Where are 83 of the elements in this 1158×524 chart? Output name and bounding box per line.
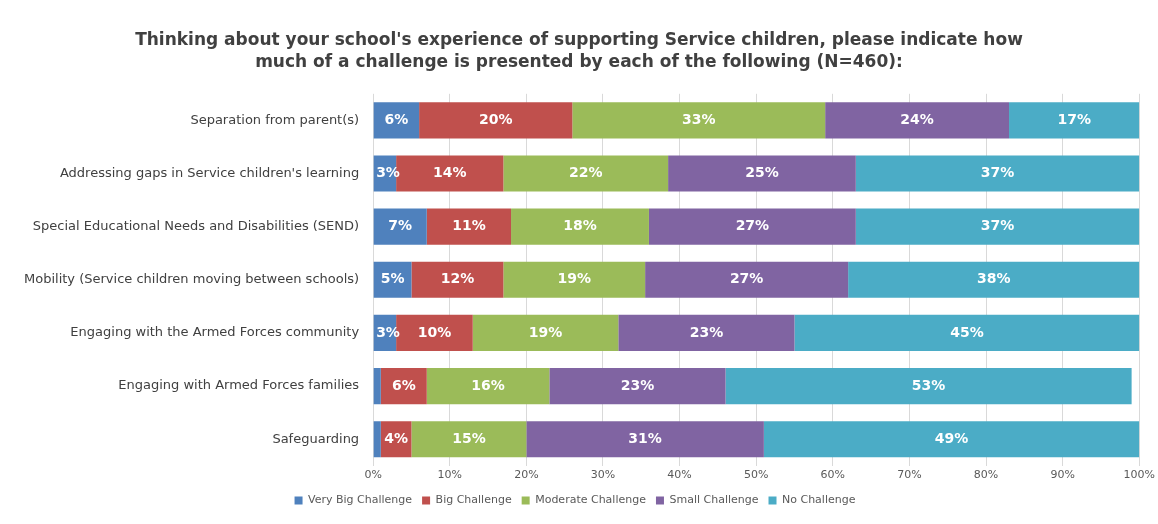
data-label: 37% [980,164,1015,181]
data-label: 12% [440,270,475,287]
bar [373,421,381,458]
bar [855,155,1140,192]
data-label: 4% [384,429,409,446]
bar [503,261,646,298]
chart-title: Thinking about your school's experience of supporting Service children, please indicate how much of a challenge is presented by each of the following (N=460): [134,28,1024,72]
bar [668,155,856,192]
x-tick-label: 10% [437,468,462,482]
bar [526,421,764,458]
bar [794,314,1140,352]
bar [511,208,649,245]
x-tick-label: 40% [667,468,692,482]
bar [373,208,427,245]
data-label: 19% [528,323,563,340]
bar [426,368,550,405]
legend-label: Very Big Challenge [308,493,413,507]
data-label: 17% [1057,111,1091,128]
bar [618,314,795,352]
y-tick-label: Safeguarding [272,430,360,446]
bar [725,368,1132,405]
bar [848,261,1140,298]
x-tick-label: 30% [590,468,616,482]
data-label: 18% [563,217,597,234]
x-tick-label: 60% [820,468,846,482]
bar [549,368,726,405]
data-label: 23% [689,323,724,340]
data-label: 20% [478,111,513,128]
data-label: 19% [557,270,592,287]
bar [645,261,849,298]
data-label: 23% [620,376,655,393]
data-label: 53% [911,376,946,393]
data-label: 25% [745,164,779,181]
y-tick-label: Engaging with the Armed Forces community [70,324,360,340]
bar [763,421,1140,458]
data-label: 14% [432,164,467,181]
data-label: 6% [384,111,409,128]
bar [426,208,512,245]
bar [373,368,381,405]
data-label: 31% [628,429,662,446]
bar [1009,102,1140,139]
legend-label: No Challenge [782,493,856,507]
bar [411,421,527,458]
y-tick-label: Mobility (Service children moving between schools) [24,271,360,287]
x-tick-label: 0% [364,468,382,482]
bar [648,208,856,245]
data-label: 15% [452,429,486,446]
bar [855,208,1140,245]
data-label: 7% [388,217,413,234]
x-tick-label: 50% [743,468,769,482]
data-label: 49% [934,429,969,446]
data-label: 37% [980,217,1015,234]
data-label: 27% [729,270,764,287]
y-tick-label: Separation from parent(s) [190,111,360,127]
x-tick-label: 20% [514,468,539,482]
bar [380,368,427,405]
legend-label: Big Challenge [435,493,512,507]
data-label: 33% [681,111,716,128]
data-label: 22% [568,164,603,181]
bar [572,102,826,139]
x-tick-label: 70% [897,468,922,482]
data-label: 10% [417,323,452,340]
y-tick-label: Addressing gaps in Service children's learning [59,164,360,180]
data-label: 38% [976,270,1011,287]
data-label: 6% [391,376,416,393]
bar [503,155,669,192]
data-label: 27% [735,217,770,234]
data-label: 24% [900,111,934,128]
y-tick-label: Engaging with Armed Forces families [118,377,360,393]
data-label: 11% [452,217,486,234]
x-tick-label: 80% [973,468,999,482]
x-tick-label: 100% [1123,468,1155,482]
x-tick-label: 90% [1050,468,1075,482]
legend-label: Small Challenge [669,493,759,507]
data-label: 5% [380,270,405,287]
data-label: 45% [950,323,984,340]
bar [825,102,1010,139]
y-tick-label: Special Educational Needs and Disabilities (SEND) [32,218,360,234]
legend-label: Moderate Challenge [535,493,647,507]
bar [411,261,504,298]
data-label: 16% [471,376,505,393]
bar [472,314,619,352]
bar [419,102,573,139]
